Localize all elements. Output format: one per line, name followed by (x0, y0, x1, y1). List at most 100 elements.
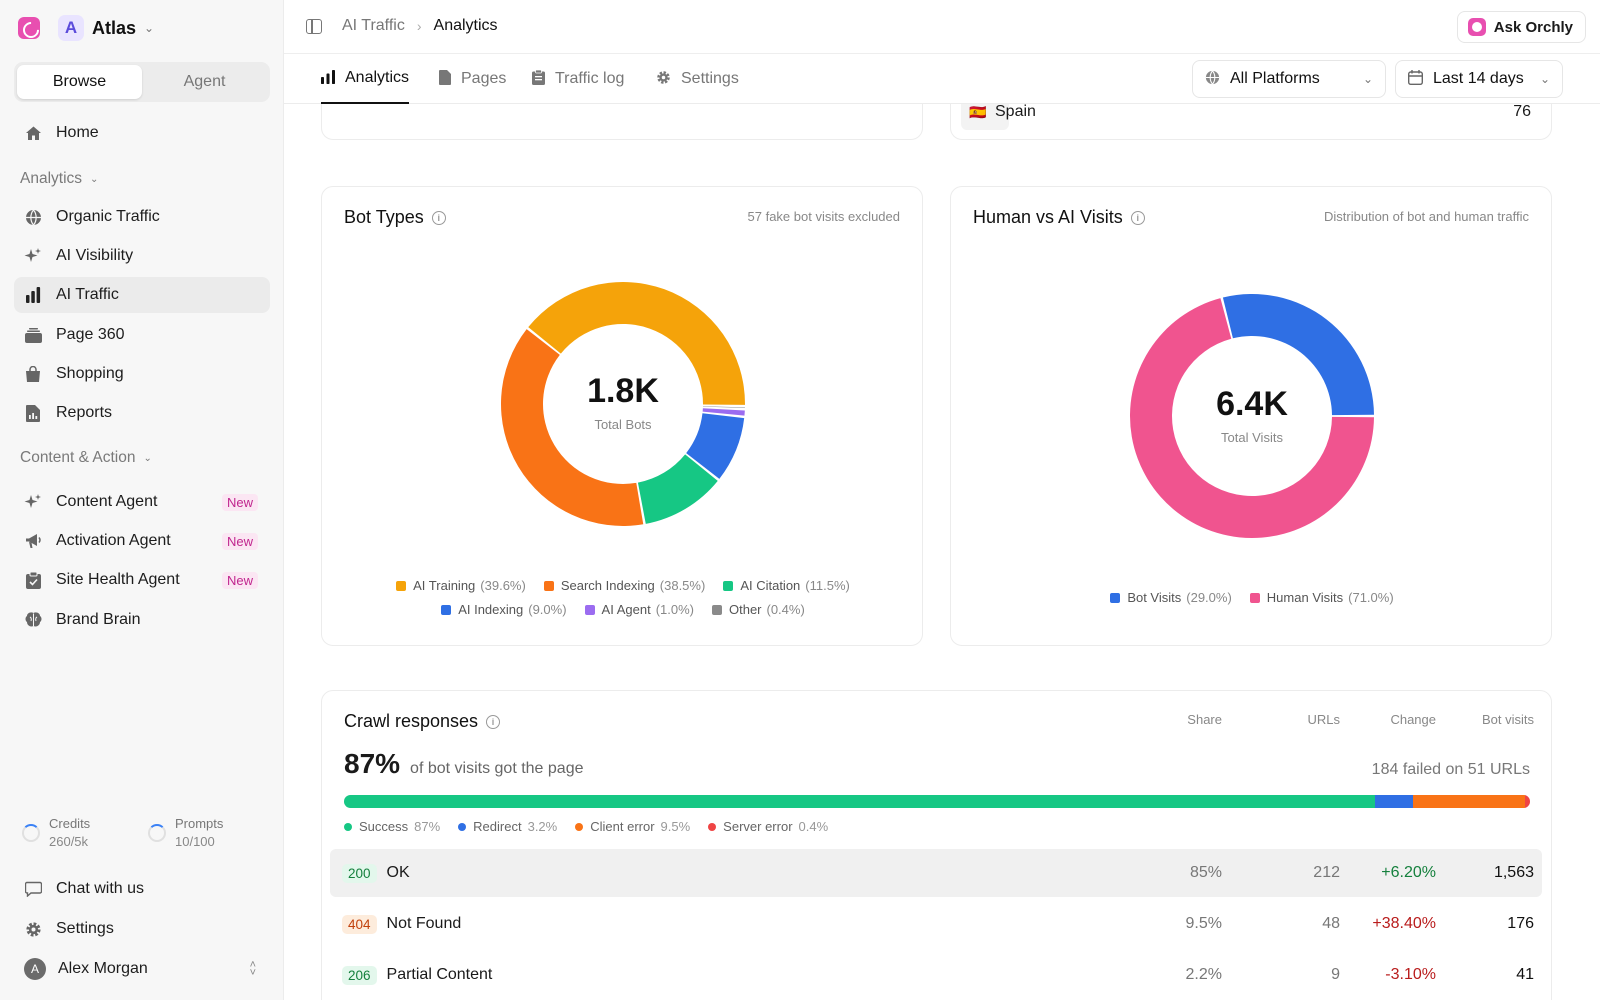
donut-slice-ai-citation[interactable] (637, 454, 718, 524)
content-action-section-heading[interactable]: Content & Action ⌄ (20, 449, 152, 467)
donut-slice-bot-visits[interactable] (1222, 294, 1374, 416)
share-cell: 9.5% (1185, 915, 1222, 932)
info-icon[interactable]: i (1130, 210, 1145, 225)
analytics-section-heading[interactable]: Analytics ⌄ (20, 170, 98, 188)
sidebar-item-content-agent[interactable]: Content Agent New (14, 484, 270, 520)
layers-icon (24, 326, 42, 344)
ask-orchly-button[interactable]: Ask Orchly (1456, 11, 1586, 43)
column-header-bot-visits[interactable]: Bot visits (1481, 712, 1534, 727)
chevron-down-icon: ⌄ (90, 173, 99, 185)
human-vs-ai-donut-chart (1130, 294, 1374, 538)
platform-filter[interactable]: All Platforms ⌄ (1192, 60, 1386, 98)
sidebar-item-label: Organic Traffic (56, 208, 160, 225)
legend-swatch (441, 604, 452, 615)
legend-swatch (1110, 592, 1121, 603)
bar-segment-success[interactable] (344, 795, 1375, 808)
column-header-urls[interactable]: URLs (1307, 712, 1340, 727)
legend-label: Client error (590, 819, 655, 834)
fake-bots-note: 57 fake bot visits excluded (747, 209, 900, 224)
legend-swatch (1249, 592, 1260, 603)
sidebar-item-home[interactable]: Home (14, 115, 270, 151)
chevron-down-icon[interactable]: ⌄ (144, 21, 155, 35)
sidebar-item-label: Content Agent (56, 493, 158, 510)
sidebar-item-organic-traffic[interactable]: Organic Traffic (14, 199, 270, 235)
prompts-value: 10/100 (175, 834, 215, 849)
bot-types-donut-chart (501, 282, 745, 526)
sidebar-toggle-icon[interactable] (306, 18, 322, 34)
legend-item-ai-training[interactable]: AI Training (39.6%) (396, 578, 526, 593)
brain-icon (24, 611, 42, 629)
sidebar-item-reports[interactable]: Reports (14, 395, 270, 431)
legend-item-other[interactable]: Other (0.4%) (711, 602, 805, 617)
legend-item-ai-indexing[interactable]: AI Indexing (9.0%) (441, 602, 567, 617)
tab-pages[interactable]: Pages (439, 54, 506, 104)
bar-chart-icon (321, 69, 335, 87)
bar-segment-redirect[interactable] (1374, 795, 1413, 808)
donut-slice-ai-indexing[interactable] (686, 413, 745, 479)
bar-segment-server-error[interactable] (1525, 795, 1530, 808)
legend-item-bot-visits[interactable]: Bot Visits (29.0%) (1110, 590, 1232, 605)
breadcrumb-ai-traffic[interactable]: AI Traffic (342, 17, 405, 34)
column-header-change[interactable]: Change (1390, 712, 1436, 727)
flag-placeholder (961, 100, 1009, 130)
log-icon (532, 69, 545, 88)
user-menu[interactable]: A Alex Morgan ˄ ˅ (14, 951, 270, 987)
legend-label: Search Indexing (560, 578, 655, 593)
table-row[interactable]: 206 Partial Content 2.2% 9 -3.10% 41 (330, 951, 1542, 999)
total-visits-value: 6.4K (1216, 385, 1288, 423)
donut-slice-human-visits[interactable] (1130, 298, 1374, 538)
globe-icon (24, 208, 42, 226)
bot-types-legend-row-1: AI Training (39.6%) Search Indexing (38.5%)… (322, 578, 924, 593)
info-icon[interactable]: i (486, 714, 501, 729)
credits-quota: Credits 260/5k (22, 816, 90, 849)
column-header-share[interactable]: Share (1187, 712, 1222, 727)
sidebar-settings[interactable]: Settings (14, 911, 270, 947)
legend-percent: 3.2% (527, 819, 558, 834)
sidebar-item-site-health-agent[interactable]: Site Health Agent New (14, 562, 270, 598)
legend-item-human-visits[interactable]: Human Visits (71.0%) (1249, 590, 1394, 605)
legend-dot (708, 822, 717, 831)
sidebar-item-activation-agent[interactable]: Activation Agent New (14, 523, 270, 559)
bot-visits-cell: 176 (1507, 915, 1534, 932)
sidebar-item-ai-visibility[interactable]: AI Visibility (14, 238, 270, 274)
legend-item-ai-agent[interactable]: AI Agent (1.0%) (584, 602, 694, 617)
section-label: Analytics (20, 170, 83, 187)
sidebar-item-brand-brain[interactable]: Brand Brain (14, 602, 270, 638)
crawl-responses-title: Crawl responses i (344, 711, 501, 732)
date-range-filter[interactable]: Last 14 days ⌄ (1395, 60, 1563, 98)
sidebar-item-ai-traffic[interactable]: AI Traffic (14, 277, 270, 313)
workspace-name[interactable]: Atlas (92, 17, 137, 38)
browse-tab[interactable]: Browse (17, 65, 142, 99)
tab-analytics[interactable]: Analytics (321, 54, 410, 104)
donut-slice-search-indexing[interactable] (501, 329, 644, 526)
status-label: Not Found (386, 915, 462, 932)
legend-item-search-indexing[interactable]: Search Indexing (38.5%) (543, 578, 706, 593)
donut-slice-ai-agent[interactable] (702, 408, 745, 416)
donut-slice-ai-training[interactable] (528, 282, 745, 405)
breadcrumb-analytics: Analytics (433, 17, 498, 34)
change-cell: +6.20% (1381, 864, 1436, 881)
legend-percent: (38.5%) (659, 578, 706, 593)
sidebar-item-shopping[interactable]: Shopping (14, 356, 270, 392)
sidebar-item-label: AI Visibility (56, 247, 134, 264)
chat-with-us[interactable]: Chat with us (14, 871, 270, 907)
table-row[interactable]: 404 Not Found 9.5% 48 +38.40% 176 (330, 900, 1542, 948)
urls-cell: 9 (1331, 966, 1340, 983)
prompts-label: Prompts (175, 816, 224, 831)
ask-orchly-label: Ask Orchly (1493, 18, 1573, 36)
tab-traffic-log[interactable]: Traffic log (532, 54, 624, 104)
change-cell: +38.40% (1372, 915, 1436, 932)
agent-tab[interactable]: Agent (183, 73, 226, 90)
human-vs-ai-legend: Bot Visits (29.0%) Human Visits (71.0%) (951, 590, 1553, 605)
chevron-down-icon: ⌄ (143, 452, 152, 464)
workspace-avatar[interactable]: A (58, 15, 84, 41)
table-row[interactable]: 200 OK 85% 212 +6.20% 1,563 (330, 849, 1542, 897)
legend-label: Success (359, 819, 409, 834)
sidebar-item-page-360[interactable]: Page 360 (14, 317, 270, 353)
tab-settings[interactable]: Settings (656, 54, 739, 104)
donut-slice-other[interactable] (702, 406, 745, 408)
bar-segment-client-error[interactable] (1412, 795, 1526, 808)
info-icon[interactable]: i (431, 210, 446, 225)
urls-cell: 212 (1313, 864, 1340, 881)
legend-item-ai-citation[interactable]: AI Citation (11.5%) (723, 578, 850, 593)
